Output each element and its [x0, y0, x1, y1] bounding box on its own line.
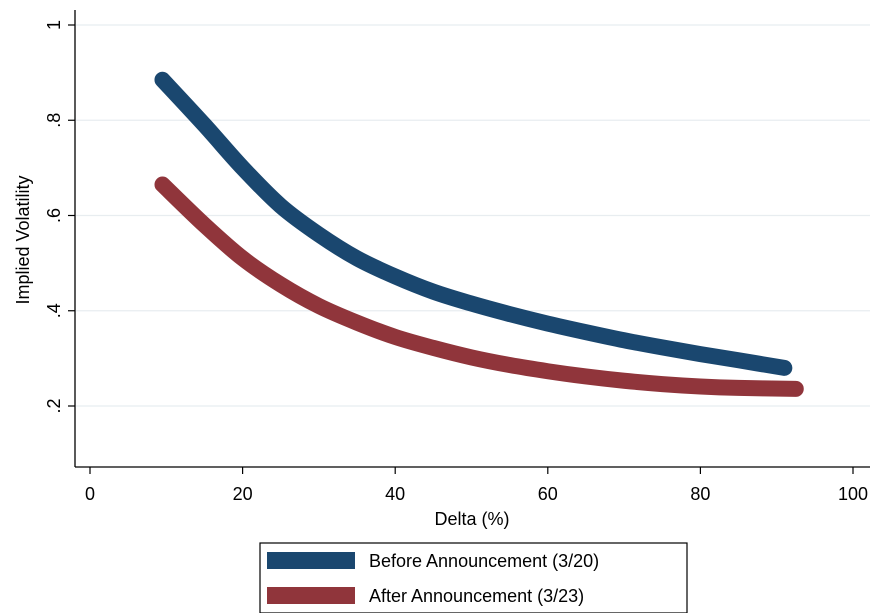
y-tick-label-0: .2 — [44, 398, 64, 413]
legend-swatch-after — [267, 587, 355, 604]
axes — [74, 10, 870, 468]
x-ticks: 0 20 40 60 80 100 — [85, 467, 868, 504]
y-axis-title: Implied Volatility — [13, 175, 33, 304]
x-tick-label-0: 0 — [85, 484, 95, 504]
x-tick-label-4: 80 — [690, 484, 710, 504]
x-tick-label-5: 100 — [838, 484, 868, 504]
series-line-0 — [154, 71, 793, 376]
y-tick-label-3: .8 — [44, 113, 64, 128]
x-tick-label-1: 20 — [233, 484, 253, 504]
y-tick-label-4: 1 — [44, 20, 64, 30]
legend-label-before: Before Announcement (3/20) — [369, 551, 599, 571]
y-ticks: .2 .4 .6 .8 1 — [44, 20, 75, 414]
legend-label-after: After Announcement (3/23) — [369, 586, 584, 606]
series-lines — [154, 71, 804, 397]
x-tick-label-3: 60 — [538, 484, 558, 504]
legend-swatch-before — [267, 552, 355, 569]
series-line-1 — [154, 176, 804, 397]
y-tick-label-2: .6 — [44, 208, 64, 223]
x-tick-label-2: 40 — [385, 484, 405, 504]
y-tick-label-1: .4 — [44, 303, 64, 318]
x-axis-title: Delta (%) — [434, 509, 509, 529]
legend: Before Announcement (3/20) After Announc… — [259, 542, 688, 613]
